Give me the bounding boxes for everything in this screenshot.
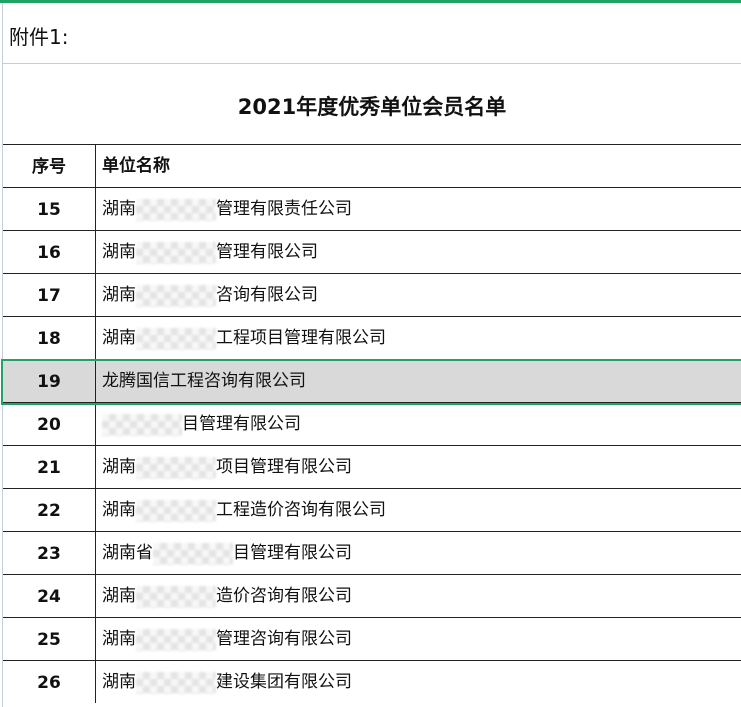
name-prefix: 湖南 (102, 672, 136, 692)
name-suffix: 建设集团有限公司 (216, 672, 352, 692)
row-number[interactable]: 20 (3, 403, 96, 445)
company-name[interactable]: 湖南 咨询有限公司 (102, 274, 318, 316)
name-suffix: 目管理有限公司 (182, 414, 301, 434)
name-suffix: 工程造价咨询有限公司 (216, 500, 386, 520)
redacted-mosaic (136, 500, 216, 522)
redacted-mosaic (136, 199, 216, 221)
attachment-cell[interactable]: 附件1: (3, 3, 741, 64)
company-name[interactable]: 湖南 管理咨询有限公司 (102, 618, 352, 660)
sheet-title[interactable]: 2021年度优秀单位会员名单 (237, 95, 507, 119)
name-prefix: 湖南 (102, 242, 136, 262)
table-row[interactable]: 21 湖南 项目管理有限公司 (3, 445, 741, 488)
company-name[interactable]: 湖南 工程项目管理有限公司 (102, 317, 386, 359)
table-row[interactable]: 18 湖南 工程项目管理有限公司 (3, 316, 741, 359)
redacted-mosaic (102, 414, 182, 436)
name-prefix: 湖南省 (102, 543, 153, 563)
redacted-mosaic (136, 586, 216, 608)
name-suffix: 工程项目管理有限公司 (216, 328, 386, 348)
company-name[interactable]: 湖南省 目管理有限公司 (102, 532, 352, 574)
row-number[interactable]: 26 (3, 661, 96, 703)
table-row[interactable]: 20 目管理有限公司 (3, 402, 741, 445)
company-name[interactable]: 龙腾国信工程咨询有限公司 (102, 360, 306, 402)
row-number[interactable]: 23 (3, 532, 96, 574)
redacted-mosaic (136, 242, 216, 264)
name-suffix: 造价咨询有限公司 (216, 586, 352, 606)
table-row[interactable]: 17 湖南 咨询有限公司 (3, 273, 741, 316)
table-row[interactable]: 19 龙腾国信工程咨询有限公司 (3, 359, 741, 402)
table-row[interactable]: 23 湖南省 目管理有限公司 (3, 531, 741, 574)
row-number[interactable]: 16 (3, 231, 96, 273)
row-number[interactable]: 19 (3, 360, 96, 402)
company-name[interactable]: 湖南 造价咨询有限公司 (102, 575, 352, 617)
redacted-mosaic (136, 457, 216, 479)
name-suffix: 管理有限公司 (216, 242, 318, 262)
member-table: 序号 单位名称 15 湖南 管理有限责任公司 16 湖南 管理有限公司 17 湖南 咨询有… (3, 144, 741, 703)
header-no[interactable]: 序号 (3, 145, 96, 187)
name-prefix: 湖南 (102, 586, 136, 606)
company-name[interactable]: 目管理有限公司 (102, 403, 301, 445)
row-number[interactable]: 21 (3, 446, 96, 488)
company-name[interactable]: 湖南 管理有限责任公司 (102, 188, 352, 230)
company-name[interactable]: 湖南 项目管理有限公司 (102, 446, 352, 488)
table-row[interactable]: 15 湖南 管理有限责任公司 (3, 187, 741, 230)
name-suffix: 目管理有限公司 (233, 543, 352, 563)
table-row[interactable]: 22 湖南 工程造价咨询有限公司 (3, 488, 741, 531)
name-prefix: 湖南 (102, 457, 136, 477)
redacted-mosaic (153, 543, 233, 565)
row-number[interactable]: 17 (3, 274, 96, 316)
name-suffix: 管理咨询有限公司 (216, 629, 352, 649)
selection-border-top (0, 0, 741, 3)
name-suffix: 项目管理有限公司 (216, 457, 352, 477)
name-prefix: 湖南 (102, 328, 136, 348)
gridline (2, 0, 3, 707)
company-name[interactable]: 湖南 工程造价咨询有限公司 (102, 489, 386, 531)
row-number[interactable]: 24 (3, 575, 96, 617)
company-name[interactable]: 湖南 管理有限公司 (102, 231, 318, 273)
company-name[interactable]: 湖南 建设集团有限公司 (102, 661, 352, 703)
redacted-mosaic (136, 672, 216, 694)
redacted-mosaic (136, 285, 216, 307)
redacted-mosaic (136, 629, 216, 651)
table-row[interactable]: 16 湖南 管理有限公司 (3, 230, 741, 273)
name-suffix: 咨询有限公司 (216, 285, 318, 305)
row-number[interactable]: 25 (3, 618, 96, 660)
name-prefix: 龙腾国信工程咨询有限公司 (102, 371, 306, 391)
name-prefix: 湖南 (102, 199, 136, 219)
row-number[interactable]: 18 (3, 317, 96, 359)
row-number[interactable]: 22 (3, 489, 96, 531)
name-prefix: 湖南 (102, 285, 136, 305)
header-name[interactable]: 单位名称 (102, 156, 170, 176)
name-prefix: 湖南 (102, 500, 136, 520)
attachment-label: 附件1: (9, 25, 69, 49)
table-header: 序号 单位名称 (3, 144, 741, 187)
table-row[interactable]: 24 湖南 造价咨询有限公司 (3, 574, 741, 617)
table-row[interactable]: 25 湖南 管理咨询有限公司 (3, 617, 741, 660)
table-row[interactable]: 26 湖南 建设集团有限公司 (3, 660, 741, 703)
name-suffix: 管理有限责任公司 (216, 199, 352, 219)
name-prefix: 湖南 (102, 629, 136, 649)
row-number[interactable]: 15 (3, 188, 96, 230)
redacted-mosaic (136, 328, 216, 350)
